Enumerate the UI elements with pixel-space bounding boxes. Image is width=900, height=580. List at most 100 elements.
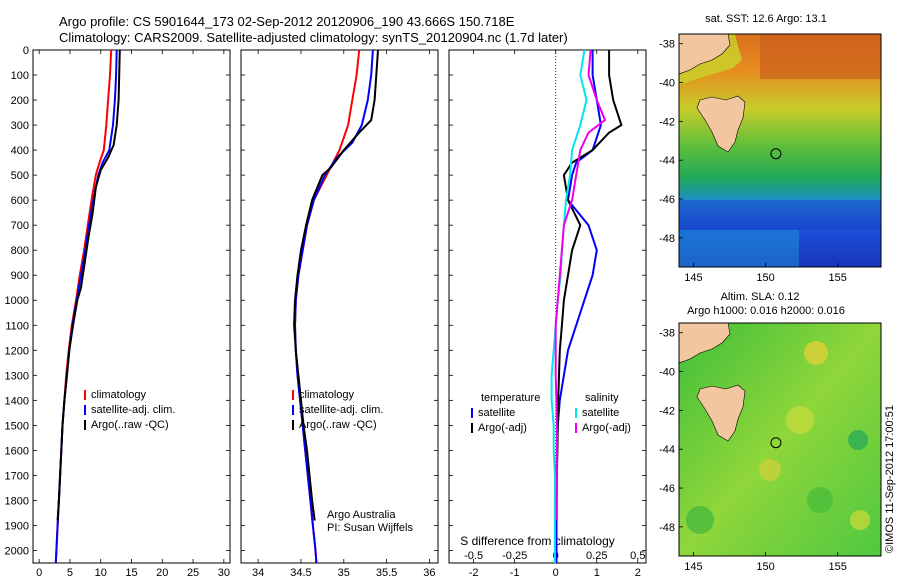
temperature-xtick-label: 25 [187,567,199,579]
temp-legend-item: satellite [478,407,515,419]
y-tick-label: 900 [11,270,29,282]
sla_map-argo-marker [770,437,782,449]
sla_map-xtick-label: 155 [829,561,847,573]
sla_map-ytick-label: -40 [659,367,675,379]
sla-mainland-land [679,323,731,364]
sst-tasmania-land [696,95,746,153]
difference-xtick-label: 0 [553,567,559,579]
sst_map-xtick-label: 150 [756,272,774,284]
sst_map-title: sat. SST: 12.6 Argo: 13.1 [705,13,827,25]
sla_map-ytick-label: -38 [659,328,675,340]
sla-map-texture [679,323,870,534]
temperature-series-2 [56,49,121,521]
y-tick-label: 500 [11,170,29,182]
y-tick-label: 1200 [5,345,29,357]
sal-legend-item: satellite [582,407,619,419]
sst_map-ytick-label: -46 [659,194,675,206]
sst_map-ytick-label: -42 [659,116,675,128]
temperature-xtick-label: 5 [67,567,73,579]
salinity-xtick-label: 34.5 [290,567,311,579]
y-tick-label: 600 [11,195,29,207]
s-diff-tick-label: 0.5 [630,550,645,562]
sst-map-texture [679,34,881,267]
difference-xtick-label: -2 [469,567,479,579]
y-tick-label: 1000 [5,295,29,307]
s-diff-tick-label: -0.5 [464,550,483,562]
s-diff-tick-label: 0.25 [586,550,607,562]
sla_map-ytick-label: -42 [659,405,675,417]
salinity-legend-item: climatology [299,389,355,401]
salinity-legend-item: Argo(..raw -QC) [299,419,377,431]
salinity-legend-item: satellite-adj. clim. [299,404,383,416]
sla_map-subtitle: Argo h1000: 0.016 h2000: 0.016 [687,305,845,317]
sla-map-panel: 145 150 155 -38 -40 -42 -44 -46 -48 Altim. SLA: 0… [659,291,882,573]
salinity-series-2 [293,49,379,521]
annotation-line: Argo Australia [327,509,396,521]
sst_map-ytick-label: -40 [659,78,675,90]
y-tick-label: 1700 [5,470,29,482]
y-tick-label: 800 [11,245,29,257]
salinity-xtick-label: 35 [338,567,350,579]
difference-xtick-label: -1 [510,567,520,579]
difference-panel: -2-1012T difference from climatology-0.5… [448,49,647,580]
salinity-xtick-label: 34 [252,567,264,579]
salinity-frame [240,49,439,564]
s-diff-label: S difference from climatology [460,534,615,548]
y-tick-label: 1400 [5,395,29,407]
temp-legend-item: Argo(-adj) [478,422,527,434]
temperature-xtick-label: 20 [156,567,168,579]
sst-map-panel: 145 150 155 -38 -40 -42 -44 -46 -48 sat. SST: 12.… [659,13,882,284]
temperature-panel: 0100200300400500600700800900100011001200… [5,45,231,580]
sla_map-frame [678,322,882,557]
temperature-frame [32,49,231,564]
difference-series-3 [554,49,607,521]
y-tick-label: 100 [11,70,29,82]
temperature-xtick-label: 15 [125,567,137,579]
sla_map-title: Altim. SLA: 0.12 [721,291,800,303]
y-tick-label: 0 [23,45,29,57]
sla-tasmania-land [696,384,746,442]
sst_map-argo-marker [770,148,782,160]
sst_map-ytick-label: -44 [659,155,675,167]
footer-stamp: ©IMOS 11-Sep-2012 17:00:51 [884,405,896,553]
sla_map-xtick-label: 150 [756,561,774,573]
sla_map-ytick-label: -48 [659,522,675,534]
y-tick-label: 400 [11,145,29,157]
temperature-legend-item: Argo(..raw -QC) [91,419,169,431]
y-tick-label: 1100 [5,320,29,332]
s-diff-tick-label: -0.25 [502,550,527,562]
sal-legend-title: salinity [585,392,619,404]
figure-title-line1: Argo profile: CS 5901644_173 02-Sep-2012… [59,14,515,29]
y-tick-label: 1600 [5,445,29,457]
sal-legend-item: Argo(-adj) [582,422,631,434]
temperature-xtick-label: 0 [36,567,42,579]
temperature-xtick-label: 30 [218,567,230,579]
sst-mainland-land [679,34,731,75]
sst_map-ytick-label: -38 [659,39,675,51]
salinity-xtick-label: 35.5 [376,567,397,579]
y-tick-label: 700 [11,220,29,232]
y-tick-label: 1300 [5,370,29,382]
difference-xtick-label: 1 [594,567,600,579]
sla_map-ytick-label: -44 [659,444,675,456]
sst_map-ytick-label: -48 [659,233,675,245]
temperature-xtick-label: 10 [95,567,107,579]
y-tick-label: 1500 [5,420,29,432]
sla_map-xtick-label: 145 [684,561,702,573]
temp-legend-title: temperature [481,392,540,404]
y-tick-label: 1900 [5,520,29,532]
sst_map-frame [678,33,882,268]
sst_map-xtick-label: 145 [684,272,702,284]
y-tick-label: 300 [11,120,29,132]
difference-xtick-label: 2 [635,567,641,579]
annotation-line: PI: Susan Wijffels [327,522,413,534]
sla_map-ytick-label: -46 [659,483,675,495]
sst_map-xtick-label: 155 [829,272,847,284]
y-tick-label: 200 [11,95,29,107]
salinity-xtick-label: 36 [423,567,435,579]
temperature-legend-item: satellite-adj. clim. [91,404,175,416]
temperature-legend-item: climatology [91,389,147,401]
y-tick-label: 2000 [5,545,29,557]
salinity-panel: 3434.53535.536salinityclimatologysatelli… [240,49,439,580]
